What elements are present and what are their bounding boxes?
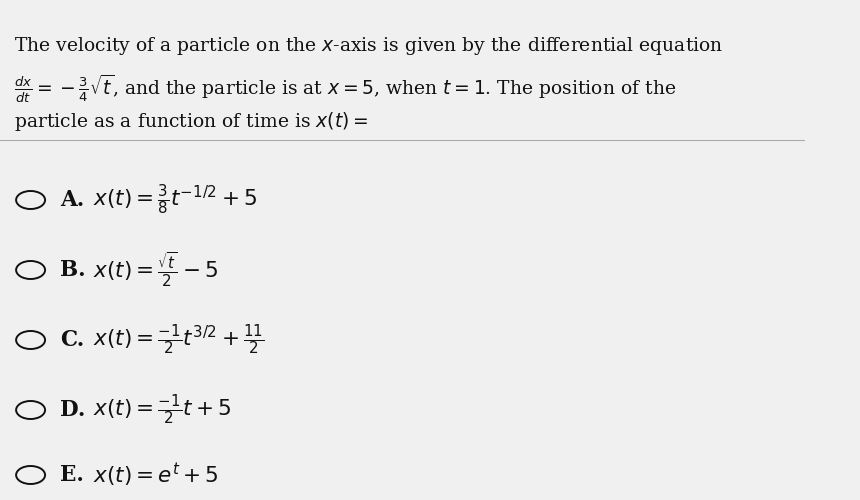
Text: B.: B. [60,259,86,281]
Text: A.: A. [60,189,84,211]
Text: The velocity of a particle on the $x$-axis is given by the differential equation: The velocity of a particle on the $x$-ax… [15,35,724,57]
Text: $\frac{dx}{dt} = -\frac{3}{4}\sqrt{t}$, and the particle is at $x = 5$, when $t : $\frac{dx}{dt} = -\frac{3}{4}\sqrt{t}$, … [15,72,677,105]
Text: E.: E. [60,464,84,486]
Text: $x(t) = \frac{\sqrt{t}}{2} - 5$: $x(t) = \frac{\sqrt{t}}{2} - 5$ [93,251,218,289]
Text: $x(t) = \frac{-1}{2}t^{3/2} + \frac{11}{2}$: $x(t) = \frac{-1}{2}t^{3/2} + \frac{11}{… [93,322,264,358]
Text: C.: C. [60,329,84,351]
Text: particle as a function of time is $x(t) =$: particle as a function of time is $x(t) … [15,110,369,133]
Text: $x(t) = \frac{-1}{2}t + 5$: $x(t) = \frac{-1}{2}t + 5$ [93,392,231,428]
Text: D.: D. [60,399,86,421]
Text: $x(t) = \frac{3}{8}t^{-1/2} + 5$: $x(t) = \frac{3}{8}t^{-1/2} + 5$ [93,182,257,218]
Text: $x(t) = e^{t} + 5$: $x(t) = e^{t} + 5$ [93,461,218,489]
